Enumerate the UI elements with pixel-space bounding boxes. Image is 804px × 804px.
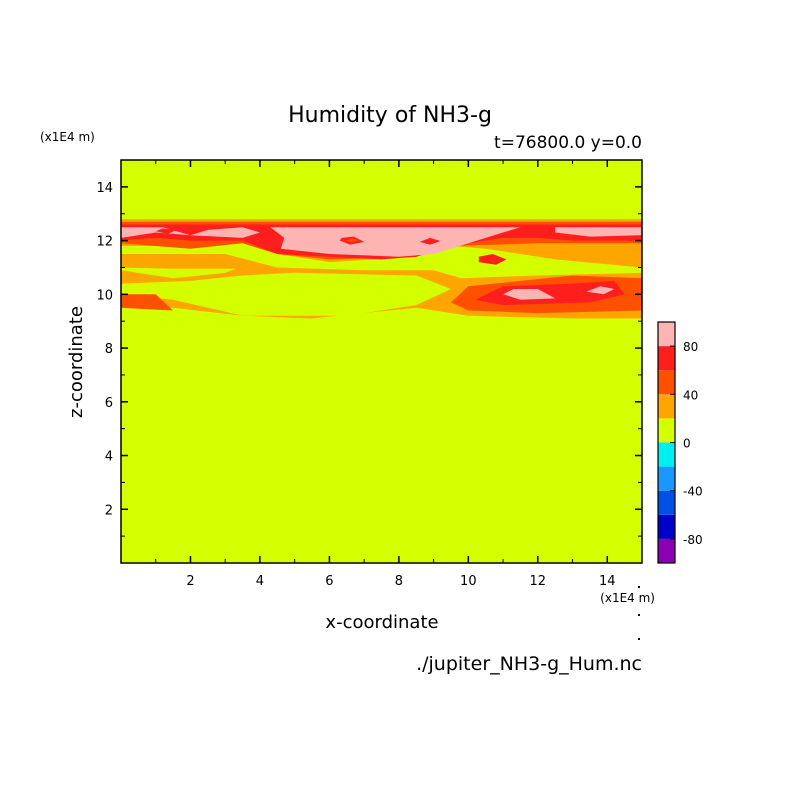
contour-region [419, 237, 441, 245]
colorbar-tick-label: 0 [683, 437, 691, 451]
colorbar-swatch [658, 370, 675, 395]
contour-region [345, 238, 359, 242]
plot-area: 2 4 6 8 10 12 14 2 4 6 8 10 12 14 [96, 159, 643, 589]
chart-title: Humidity of NH3-g [288, 103, 492, 128]
y-tick-label: 2 [105, 503, 113, 518]
y-unit-label: (x1E4 m) [40, 130, 95, 144]
contour-region [121, 294, 174, 311]
contour-region [527, 228, 549, 235]
marker-dot [638, 614, 640, 616]
colorbar-swatch [658, 394, 675, 419]
y-tick-label: 6 [105, 396, 113, 411]
y-tick-label: 14 [96, 181, 113, 196]
x-tick-label: 8 [395, 574, 403, 589]
chart-subtitle: t=76800.0 y=0.0 [494, 133, 642, 153]
colorbar: 80 40 0 -40 -80 [657, 321, 703, 564]
y-tick-label: 8 [105, 342, 113, 357]
x-axis-ticks: 2 4 6 8 10 12 14 [155, 160, 616, 589]
x-tick-label: 10 [460, 574, 477, 589]
contour-region [555, 227, 642, 237]
source-file-label: ./jupiter_NH3-g_Hum.nc [416, 653, 642, 675]
contour-region [121, 272, 451, 316]
colorbar-tick-label: 40 [683, 388, 698, 402]
y-tick-label: 10 [96, 288, 113, 303]
contour-region [190, 227, 260, 238]
y-axis-label: z-coordinate [66, 306, 87, 418]
colorbar-swatch [658, 514, 675, 539]
colorbar-swatch [658, 466, 675, 491]
colorbar-tick-label: 80 [683, 340, 698, 354]
x-unit-label: (x1E4 m) [600, 591, 655, 605]
x-axis-label: x-coordinate [325, 612, 438, 633]
contour-regions [121, 219, 642, 319]
colorbar-swatch [658, 490, 675, 515]
y-tick-label: 4 [105, 450, 113, 465]
contour-region [270, 227, 521, 257]
y-tick-label: 12 [96, 235, 113, 250]
x-tick-label: 12 [530, 574, 547, 589]
contour-region [503, 289, 556, 300]
colorbar-tick-label: -80 [683, 533, 703, 547]
x-tick-label: 2 [186, 574, 194, 589]
colorbar-swatch [658, 538, 675, 563]
x-tick-label: 4 [256, 574, 264, 589]
colorbar-tick-label: -40 [683, 485, 703, 499]
colorbar-swatch [658, 418, 675, 443]
marker-dot [638, 586, 640, 588]
contour-region [121, 227, 191, 238]
marker-dot [638, 638, 640, 640]
contour-region [586, 286, 615, 295]
colorbar-swatch [658, 322, 675, 347]
contour-region [155, 228, 177, 234]
x-tick-label: 14 [599, 574, 616, 589]
colorbar-swatch [658, 442, 675, 467]
contour-region [478, 254, 507, 265]
y-axis-ticks: 2 4 6 8 10 12 14 [96, 181, 642, 537]
unit-marker-dots [638, 586, 640, 640]
colorbar-swatch [658, 346, 675, 371]
plot-frame [120, 159, 643, 564]
contour-region [475, 280, 625, 306]
x-tick-label: 6 [325, 574, 333, 589]
contour-region [121, 243, 642, 279]
